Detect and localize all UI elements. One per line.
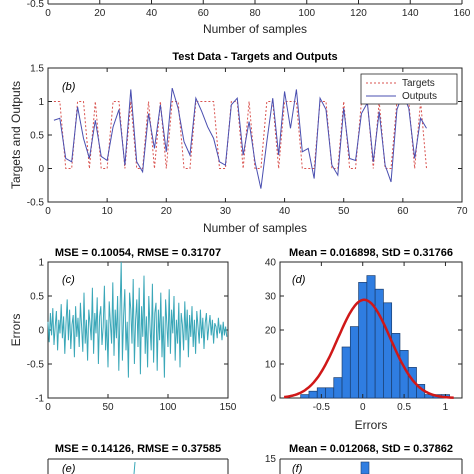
panel-d-title: Mean = 0.016898, StD = 0.31766 (289, 247, 453, 259)
top-xtick-label: 0 (45, 8, 51, 19)
histogram-bar (325, 387, 335, 399)
panel-c-ytick-label: 1 (38, 258, 44, 269)
panel-f-ytick-15: 15 (265, 454, 277, 465)
histogram-bar (383, 302, 393, 399)
panel-c-xtick-label: 100 (160, 402, 177, 413)
top-panel: -0.5 0 20 40 60 80 100 120 140 160 Number of sam… (27, 0, 471, 36)
panel-b-xlabel: Number of samples (203, 221, 307, 235)
panel-c-ylabel: Errors (9, 314, 23, 347)
top-xtick-label: 80 (249, 8, 261, 19)
top-xtick-label: 20 (94, 8, 106, 19)
panel-d-ytick-label: 30 (265, 292, 277, 303)
panel-b: Test Data - Targets and Outputs 0 10 20 30 4… (9, 51, 468, 235)
panel-c-title: MSE = 0.10054, RMSE = 0.31707 (55, 247, 221, 259)
panel-e-label: (e) (62, 463, 76, 474)
top-xtick-label: 40 (146, 8, 158, 19)
panel-c-ytick-label: 0.5 (30, 292, 44, 303)
panel-b-xtick-label: 20 (161, 206, 173, 217)
panel-b-xtick-label: 60 (397, 206, 409, 217)
panel-b-xtick-label: 10 (102, 206, 114, 217)
histogram-bar (374, 288, 384, 399)
series-targets-line (53, 101, 428, 169)
panel-d-ytick-label: 10 (265, 360, 277, 371)
panel-d-xlabel: Errors (355, 418, 388, 432)
panel-c-label: (c) (62, 274, 75, 286)
legend-outputs-label: Outputs (402, 91, 437, 102)
panel-e-title: MSE = 0.14126, RMSE = 0.37585 (55, 443, 221, 455)
panel-d-ytick-label: 20 (265, 326, 277, 337)
panel-c-xtick-label: 150 (220, 402, 237, 413)
top-xtick-label: 60 (198, 8, 210, 19)
panel-c-ytick-label: -1 (35, 394, 44, 405)
histogram-bar (308, 390, 318, 399)
panel-b-xtick-label: 40 (279, 206, 291, 217)
top-xtick-label: 140 (402, 8, 419, 19)
top-xlabel: Number of samples (203, 22, 307, 36)
panel-b-ytick-label: 0.5 (30, 131, 44, 142)
panel-c-ytick-label: 0 (38, 326, 44, 337)
panel-d-xtick-label: -0.5 (313, 402, 331, 413)
top-ytick-0: -0.5 (27, 0, 45, 10)
panel-d-xtick-label: 0 (360, 402, 366, 413)
histogram-bar (341, 346, 351, 399)
panel-b-ylabel: Targets and Outputs (9, 81, 23, 189)
panel-b-ytick-label: -0.5 (27, 198, 45, 209)
legend-targets-label: Targets (402, 78, 435, 89)
panel-d-ytick-label: 0 (270, 394, 276, 405)
panel-f-label: (f) (292, 463, 303, 474)
panel-d-xtick-label: 0.5 (397, 402, 411, 413)
panel-d-ytick-label: 40 (265, 258, 277, 269)
top-xtick-label: 120 (350, 8, 367, 19)
panel-b-ytick-label: 1 (38, 97, 44, 108)
panel-b-ytick-label: 1.5 (30, 64, 44, 75)
panel-b-xtick-label: 70 (456, 206, 468, 217)
panel-c: MSE = 0.10054, RMSE = 0.31707 0 50 100 150 -… (9, 247, 237, 413)
histogram-bar (366, 275, 376, 399)
histogram-bar (300, 394, 310, 399)
panel-f-title: Mean = 0.012068, StD = 0.37862 (289, 443, 453, 455)
panel-d-label: (d) (292, 274, 306, 286)
panel-e-spike (133, 461, 136, 474)
panel-c-errors-line (47, 261, 228, 378)
top-xtick-label: 100 (298, 8, 315, 19)
panel-f-bar (360, 461, 370, 474)
panel-b-label: (b) (62, 81, 76, 93)
panel-b-xtick-label: 50 (338, 206, 350, 217)
series-outputs-line (53, 87, 427, 189)
panel-b-title: Test Data - Targets and Outputs (172, 51, 337, 63)
panel-f: Mean = 0.012068, StD = 0.37862 15 (f) (265, 443, 463, 474)
panel-b-legend (360, 73, 458, 105)
panel-b-ytick-label: 0 (38, 164, 44, 175)
panel-c-xtick-label: 0 (45, 402, 51, 413)
panel-c-xtick-label: 50 (102, 402, 114, 413)
panel-c-ytick-label: -0.5 (27, 360, 45, 371)
panel-d: Mean = 0.016898, StD = 0.31766 -0.5 0 0.5 1… (265, 247, 463, 432)
panel-b-xtick-label: 30 (220, 206, 232, 217)
panel-d-xtick-label: 1 (443, 402, 449, 413)
panel-d-normal-fit (284, 298, 454, 399)
panel-e: MSE = 0.14126, RMSE = 0.37585 (e) (47, 443, 229, 474)
histogram-bar (333, 377, 343, 399)
panel-b-xtick-label: 0 (45, 206, 51, 217)
histogram-bar (349, 326, 359, 399)
top-xtick-label: 160 (454, 8, 471, 19)
